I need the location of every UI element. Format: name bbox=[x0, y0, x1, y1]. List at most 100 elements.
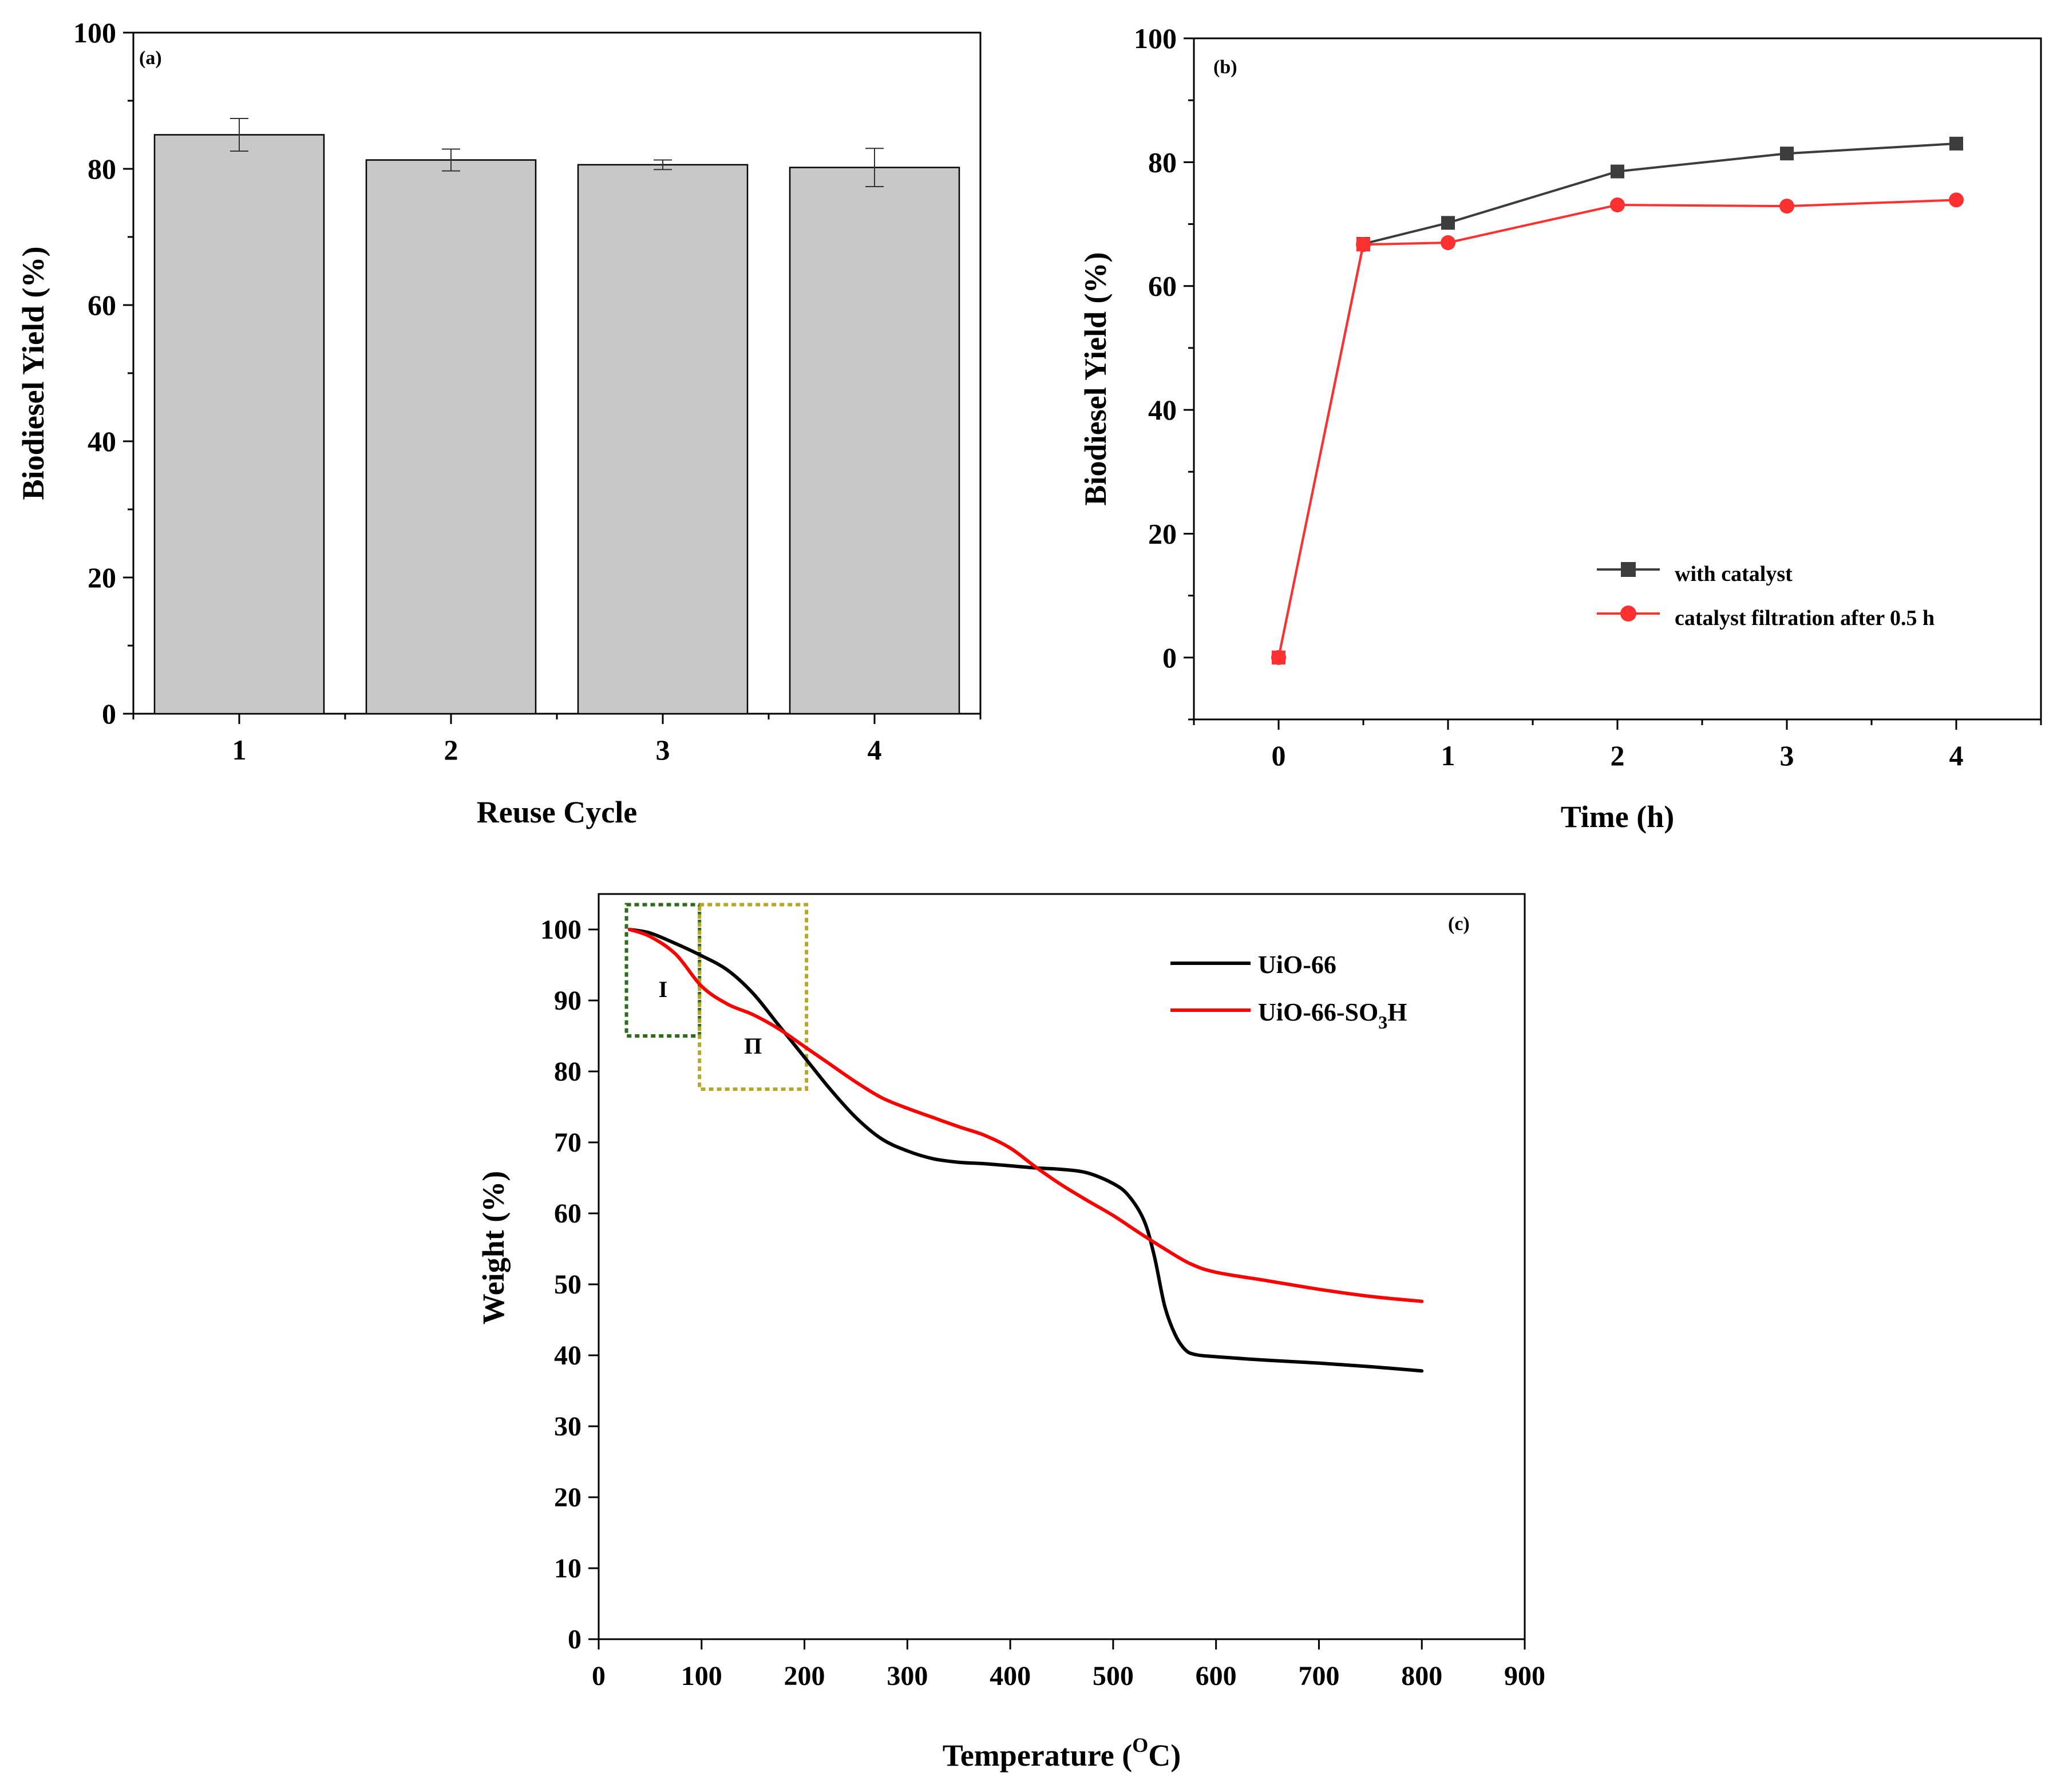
y-tick-label: 40 bbox=[554, 1340, 581, 1371]
panel-c-series bbox=[627, 928, 1424, 1373]
legend-label-tail: H bbox=[1387, 998, 1407, 1026]
y-tick-label: 20 bbox=[88, 561, 116, 594]
legend-label-uio66: UiO-66 bbox=[1258, 951, 1336, 979]
bar-cycle-4 bbox=[789, 167, 960, 715]
panel-c-label: (c) bbox=[1448, 913, 1470, 935]
panel-a-y-axis: 0 20 40 60 80 100 bbox=[73, 17, 133, 730]
legend-label-with-catalyst: with catalyst bbox=[1675, 562, 1793, 586]
x-tick-label: 900 bbox=[1504, 1661, 1545, 1691]
x-title-superscript: O bbox=[1132, 1734, 1148, 1757]
panel-a-bar-chart: 0 20 40 60 80 100 1 2 3 4 (a) Reuse Cycle Biodie… bbox=[16, 17, 982, 829]
panel-b-x-axis-title: Time (h) bbox=[1561, 800, 1675, 834]
data-point-circle bbox=[1779, 199, 1794, 214]
region-box-2 bbox=[698, 903, 809, 1091]
legend-marker-square bbox=[1621, 562, 1636, 577]
y-tick-label: 0 bbox=[568, 1624, 581, 1655]
panel-b-line-chart: 0 20 40 60 80 100 0 1 2 3 4 (b) Time (h) Biodiese… bbox=[1078, 22, 2042, 834]
x-tick-label: 200 bbox=[784, 1661, 825, 1691]
x-title-tail: C) bbox=[1148, 1738, 1181, 1773]
y-tick-label: 50 bbox=[554, 1269, 581, 1300]
panel-c-regions: IΠ bbox=[624, 903, 809, 1091]
y-tick-label: 80 bbox=[1148, 146, 1177, 178]
x-tick-label: 100 bbox=[681, 1661, 722, 1691]
panel-c-y-axis-title: Weight (%) bbox=[476, 1171, 511, 1324]
data-point-square bbox=[1611, 164, 1624, 179]
panel-c-x-axis-title: Temperature (OC) bbox=[943, 1734, 1181, 1773]
x-tick-label: 2 bbox=[1611, 739, 1625, 772]
x-tick-label: 700 bbox=[1298, 1661, 1339, 1691]
panel-a-x-axis-title: Reuse Cycle bbox=[477, 795, 637, 829]
y-tick-label: 90 bbox=[554, 986, 581, 1016]
x-tick-label: 800 bbox=[1401, 1661, 1442, 1691]
x-tick-label: 1 bbox=[1441, 739, 1455, 772]
y-tick-label: 0 bbox=[102, 698, 116, 730]
y-tick-label: 60 bbox=[88, 289, 116, 321]
data-point-origin bbox=[1272, 650, 1285, 664]
panel-b-legend: with catalyst catalyst filtration after … bbox=[1597, 562, 1935, 630]
panel-b-y-axis: 0 20 40 60 80 100 bbox=[1134, 22, 1194, 721]
y-tick-label: 30 bbox=[554, 1411, 581, 1442]
panel-b-series bbox=[1271, 136, 1964, 665]
x-tick-label: 500 bbox=[1093, 1661, 1134, 1691]
y-tick-label: 100 bbox=[1134, 22, 1177, 54]
y-tick-label: 80 bbox=[88, 153, 116, 185]
y-tick-label: 100 bbox=[540, 915, 581, 945]
panel-a-bars bbox=[153, 134, 960, 715]
x-tick-label: 4 bbox=[1949, 739, 1964, 772]
y-tick-label: 70 bbox=[554, 1128, 581, 1158]
x-tick-label: 4 bbox=[868, 734, 882, 766]
panel-b-x-axis: 0 1 2 3 4 bbox=[1193, 719, 2042, 772]
panel-b-y-axis-title: Biodiesel Yield (%) bbox=[1078, 252, 1113, 506]
bar-cycle-1 bbox=[153, 134, 325, 715]
panel-a-x-axis: 1 2 3 4 bbox=[132, 714, 982, 766]
legend-label-subscript: 3 bbox=[1378, 1012, 1387, 1033]
data-point-square bbox=[1780, 147, 1794, 161]
data-point-circle bbox=[1949, 192, 1964, 208]
data-point-circle bbox=[1441, 235, 1455, 250]
data-point-overlap bbox=[1356, 238, 1370, 252]
y-tick-label: 20 bbox=[554, 1482, 581, 1513]
y-tick-label: 80 bbox=[554, 1057, 581, 1087]
region-label-2: Π bbox=[744, 1033, 762, 1059]
panel-c-legend: UiO-66 UiO-66-SO3H bbox=[1170, 951, 1407, 1033]
data-point-square bbox=[1949, 136, 1963, 151]
region-label-1: I bbox=[659, 976, 668, 1002]
y-tick-label: 60 bbox=[554, 1198, 581, 1229]
bar-cycle-2 bbox=[365, 159, 537, 715]
data-point-circle bbox=[1610, 197, 1625, 213]
y-tick-label: 10 bbox=[554, 1553, 581, 1584]
y-tick-label: 0 bbox=[1162, 642, 1177, 674]
y-tick-label: 40 bbox=[88, 425, 116, 457]
region-box-1 bbox=[624, 903, 702, 1038]
panel-b-label: (b) bbox=[1213, 57, 1237, 78]
panel-c-y-axis: 0 10 20 30 40 50 60 70 80 90 100 bbox=[540, 915, 599, 1655]
legend-marker-circle bbox=[1620, 606, 1636, 622]
panel-a-label: (a) bbox=[139, 48, 162, 69]
series-line-with-catalyst bbox=[1277, 142, 1957, 658]
series-uio66 bbox=[627, 928, 1424, 1373]
x-tick-label: 1 bbox=[232, 734, 247, 766]
y-tick-label: 60 bbox=[1148, 270, 1177, 302]
x-tick-label: 0 bbox=[1272, 739, 1286, 772]
legend-label-filtration: catalyst filtration after 0.5 h bbox=[1675, 606, 1935, 630]
x-tick-label: 3 bbox=[1780, 739, 1794, 772]
y-tick-label: 40 bbox=[1148, 394, 1177, 426]
panel-c-x-axis: 0 100 200 300 400 500 600 700 800 900 bbox=[592, 1639, 1545, 1691]
x-tick-label: 0 bbox=[592, 1661, 606, 1691]
series-uio66-so3h bbox=[627, 928, 1424, 1303]
bar-cycle-3 bbox=[577, 164, 749, 715]
x-tick-label: 2 bbox=[444, 734, 458, 766]
x-tick-label: 600 bbox=[1196, 1661, 1237, 1691]
panel-c-plot-frame bbox=[598, 893, 1526, 1640]
x-tick-label: 3 bbox=[656, 734, 670, 766]
x-tick-label: 300 bbox=[887, 1661, 928, 1691]
y-tick-label: 20 bbox=[1148, 517, 1177, 549]
x-title-main: Temperature ( bbox=[943, 1738, 1132, 1773]
series-line-filtration bbox=[1277, 199, 1957, 658]
y-tick-label: 100 bbox=[73, 17, 116, 49]
data-point-square bbox=[1441, 216, 1455, 230]
x-tick-label: 400 bbox=[990, 1661, 1031, 1691]
legend-label-main: UiO-66-SO bbox=[1258, 998, 1378, 1026]
